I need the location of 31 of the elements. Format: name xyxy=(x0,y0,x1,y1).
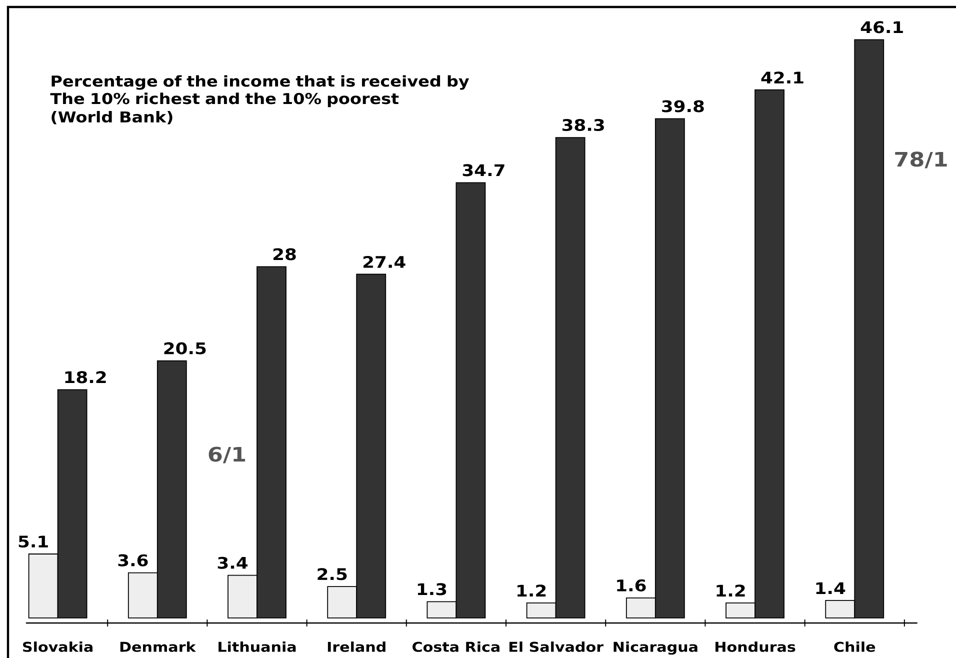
text: Percentage of the income that is received by The 10% richest and the 10% poorest xyxy=(50,75,470,108)
x-tick-label: Nicaragua xyxy=(614,642,698,655)
x-tick-label: Denmark xyxy=(120,642,196,652)
data-label: 39.8 xyxy=(662,100,704,112)
data-label: 18.2 xyxy=(65,371,106,384)
x-tick-label: Honduras xyxy=(716,642,796,652)
data-label: 28 xyxy=(273,248,296,260)
data-label: 3.4 xyxy=(218,556,248,569)
data-label: 38.3 xyxy=(562,119,604,132)
x-tick-label: Lithuania xyxy=(218,642,296,652)
x-tick-label: Slovakia xyxy=(23,642,92,652)
x-tick-label: El Salvador xyxy=(509,642,604,652)
data-label: 1.3 xyxy=(418,583,446,596)
x-tick-label: Ireland xyxy=(328,642,386,652)
data-label: 34.7 xyxy=(462,164,504,176)
text: (World Bank) xyxy=(52,111,172,124)
data-label: 1.2 xyxy=(518,584,546,596)
data-label: 1.2 xyxy=(716,584,745,596)
data-label: 2.5 xyxy=(318,568,347,580)
data-label: 5.1 xyxy=(18,536,48,548)
annotation: 78/1 xyxy=(895,152,947,168)
x-tick-label: Chile xyxy=(834,642,876,652)
data-label: 3.6 xyxy=(118,554,148,566)
data-label: 42.1 xyxy=(761,72,804,84)
data-label: 1.4 xyxy=(816,582,846,594)
data-label: 20.5 xyxy=(164,342,206,354)
data-label: 1.6 xyxy=(617,579,646,592)
annotation: 6/1 xyxy=(208,446,246,464)
data-label: 27.4 xyxy=(363,256,406,268)
x-tick-label: Costa Rica xyxy=(412,642,500,652)
data-label: 46.1 xyxy=(860,21,903,34)
